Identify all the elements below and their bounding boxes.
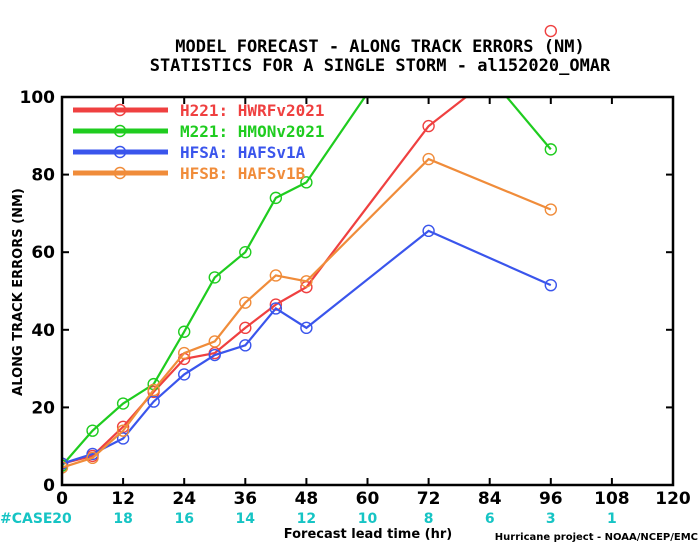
series-point — [422, 224, 435, 238]
plot-frame — [60, 95, 675, 487]
y-tick-label: 60 — [31, 243, 55, 263]
series-point — [62, 461, 69, 474]
case-count: 12 — [297, 511, 316, 527]
y-tick-label: 20 — [31, 398, 55, 418]
series-3 — [62, 152, 557, 474]
series-point — [269, 302, 283, 315]
series-point — [544, 203, 557, 216]
y-tick-label: 0 — [43, 476, 55, 496]
x-tick-label: 84 — [478, 489, 502, 509]
y-tick-label: 80 — [31, 166, 55, 186]
x-tick-label: 60 — [356, 489, 380, 509]
legend-label: HFSB: HAFSv1B — [180, 164, 306, 183]
series-point — [177, 325, 191, 338]
x-tick-label: 108 — [594, 489, 630, 509]
x-tick-label: 12 — [111, 489, 135, 509]
y-tick-label: 100 — [20, 88, 56, 108]
case-count: 8 — [424, 511, 434, 527]
axis-layer: 0 12 24 36 48 60 72 84 96 108 120 0 20 40 60 80 100 — [20, 88, 691, 509]
x-tick-label: 48 — [295, 489, 319, 509]
series-point — [544, 143, 557, 156]
case-count: 1 — [607, 511, 617, 527]
series-point — [62, 457, 69, 470]
case-count: 6 — [485, 511, 495, 527]
series-line — [62, 157, 552, 469]
series-point — [86, 451, 99, 465]
series-layer — [62, 97, 557, 474]
legend-swatch-marker — [113, 166, 127, 180]
x-tick-label: 120 — [655, 489, 691, 509]
legend-label: M221: HMONv2021 — [180, 122, 325, 141]
series-point — [544, 278, 557, 292]
series-point — [116, 424, 130, 437]
case-count-label: #CASE — [0, 511, 53, 527]
series-1 — [62, 97, 557, 472]
credit-text: Hurricane project - NOAA/NCEP/EMC — [495, 532, 698, 542]
series-point — [300, 176, 313, 189]
chart-title-line-1: MODEL FORECAST - ALONG TRACK ERRORS (NM) — [175, 37, 584, 57]
series-point — [177, 346, 191, 360]
case-count: 20 — [52, 511, 72, 527]
legend-label: HFSA: HAFSv1A — [180, 143, 306, 162]
series-line — [62, 229, 552, 465]
case-count: 16 — [174, 511, 193, 527]
legend-swatch-marker — [113, 124, 127, 138]
series-point — [116, 432, 130, 445]
x-tick-label: 96 — [539, 489, 563, 509]
series-point — [208, 348, 221, 362]
series-line — [62, 97, 552, 467]
case-count: 3 — [546, 511, 556, 527]
x-tick-label: 36 — [233, 489, 257, 509]
series-point — [86, 424, 99, 437]
case-count: 14 — [236, 511, 256, 527]
series-point — [208, 271, 221, 284]
series-point — [422, 152, 435, 166]
series-point — [239, 339, 252, 352]
series-point — [300, 275, 313, 288]
legend: H221: HWRFv2021 M221: HMONv2021 HFSA: HAFS… — [73, 101, 325, 183]
case-count-row: #CASE 20 18 16 14 12 10 8 6 3 1 — [0, 511, 617, 527]
series-point — [239, 296, 252, 309]
series-line — [62, 97, 468, 465]
series-point — [239, 245, 252, 259]
series-point — [116, 397, 130, 410]
legend-swatch-marker — [113, 145, 127, 159]
x-tick-label: 0 — [56, 489, 68, 509]
series-point — [300, 321, 313, 335]
series-2 — [62, 224, 557, 470]
legend-swatch-marker — [113, 103, 127, 117]
series-point — [147, 383, 160, 397]
x-axis-label: Forecast lead time (hr) — [284, 527, 452, 542]
x-tick-label: 24 — [172, 489, 196, 509]
series-point — [239, 321, 252, 335]
series-point — [177, 368, 191, 381]
series-point — [208, 335, 221, 348]
series-point-offscale — [544, 24, 557, 38]
series-point — [269, 191, 283, 205]
series-point — [269, 269, 283, 282]
x-tick-label: 72 — [417, 489, 441, 509]
y-tick-label: 40 — [31, 321, 55, 341]
legend-label: H221: HWRFv2021 — [180, 101, 325, 120]
case-count: 10 — [358, 511, 378, 527]
case-count: 18 — [113, 511, 132, 527]
y-axis-label: ALONG TRACK ERRORS (NM) — [11, 188, 26, 396]
series-point — [422, 119, 435, 133]
chart-title-line-2: STATISTICS FOR A SINGLE STORM - al152020… — [150, 56, 611, 76]
